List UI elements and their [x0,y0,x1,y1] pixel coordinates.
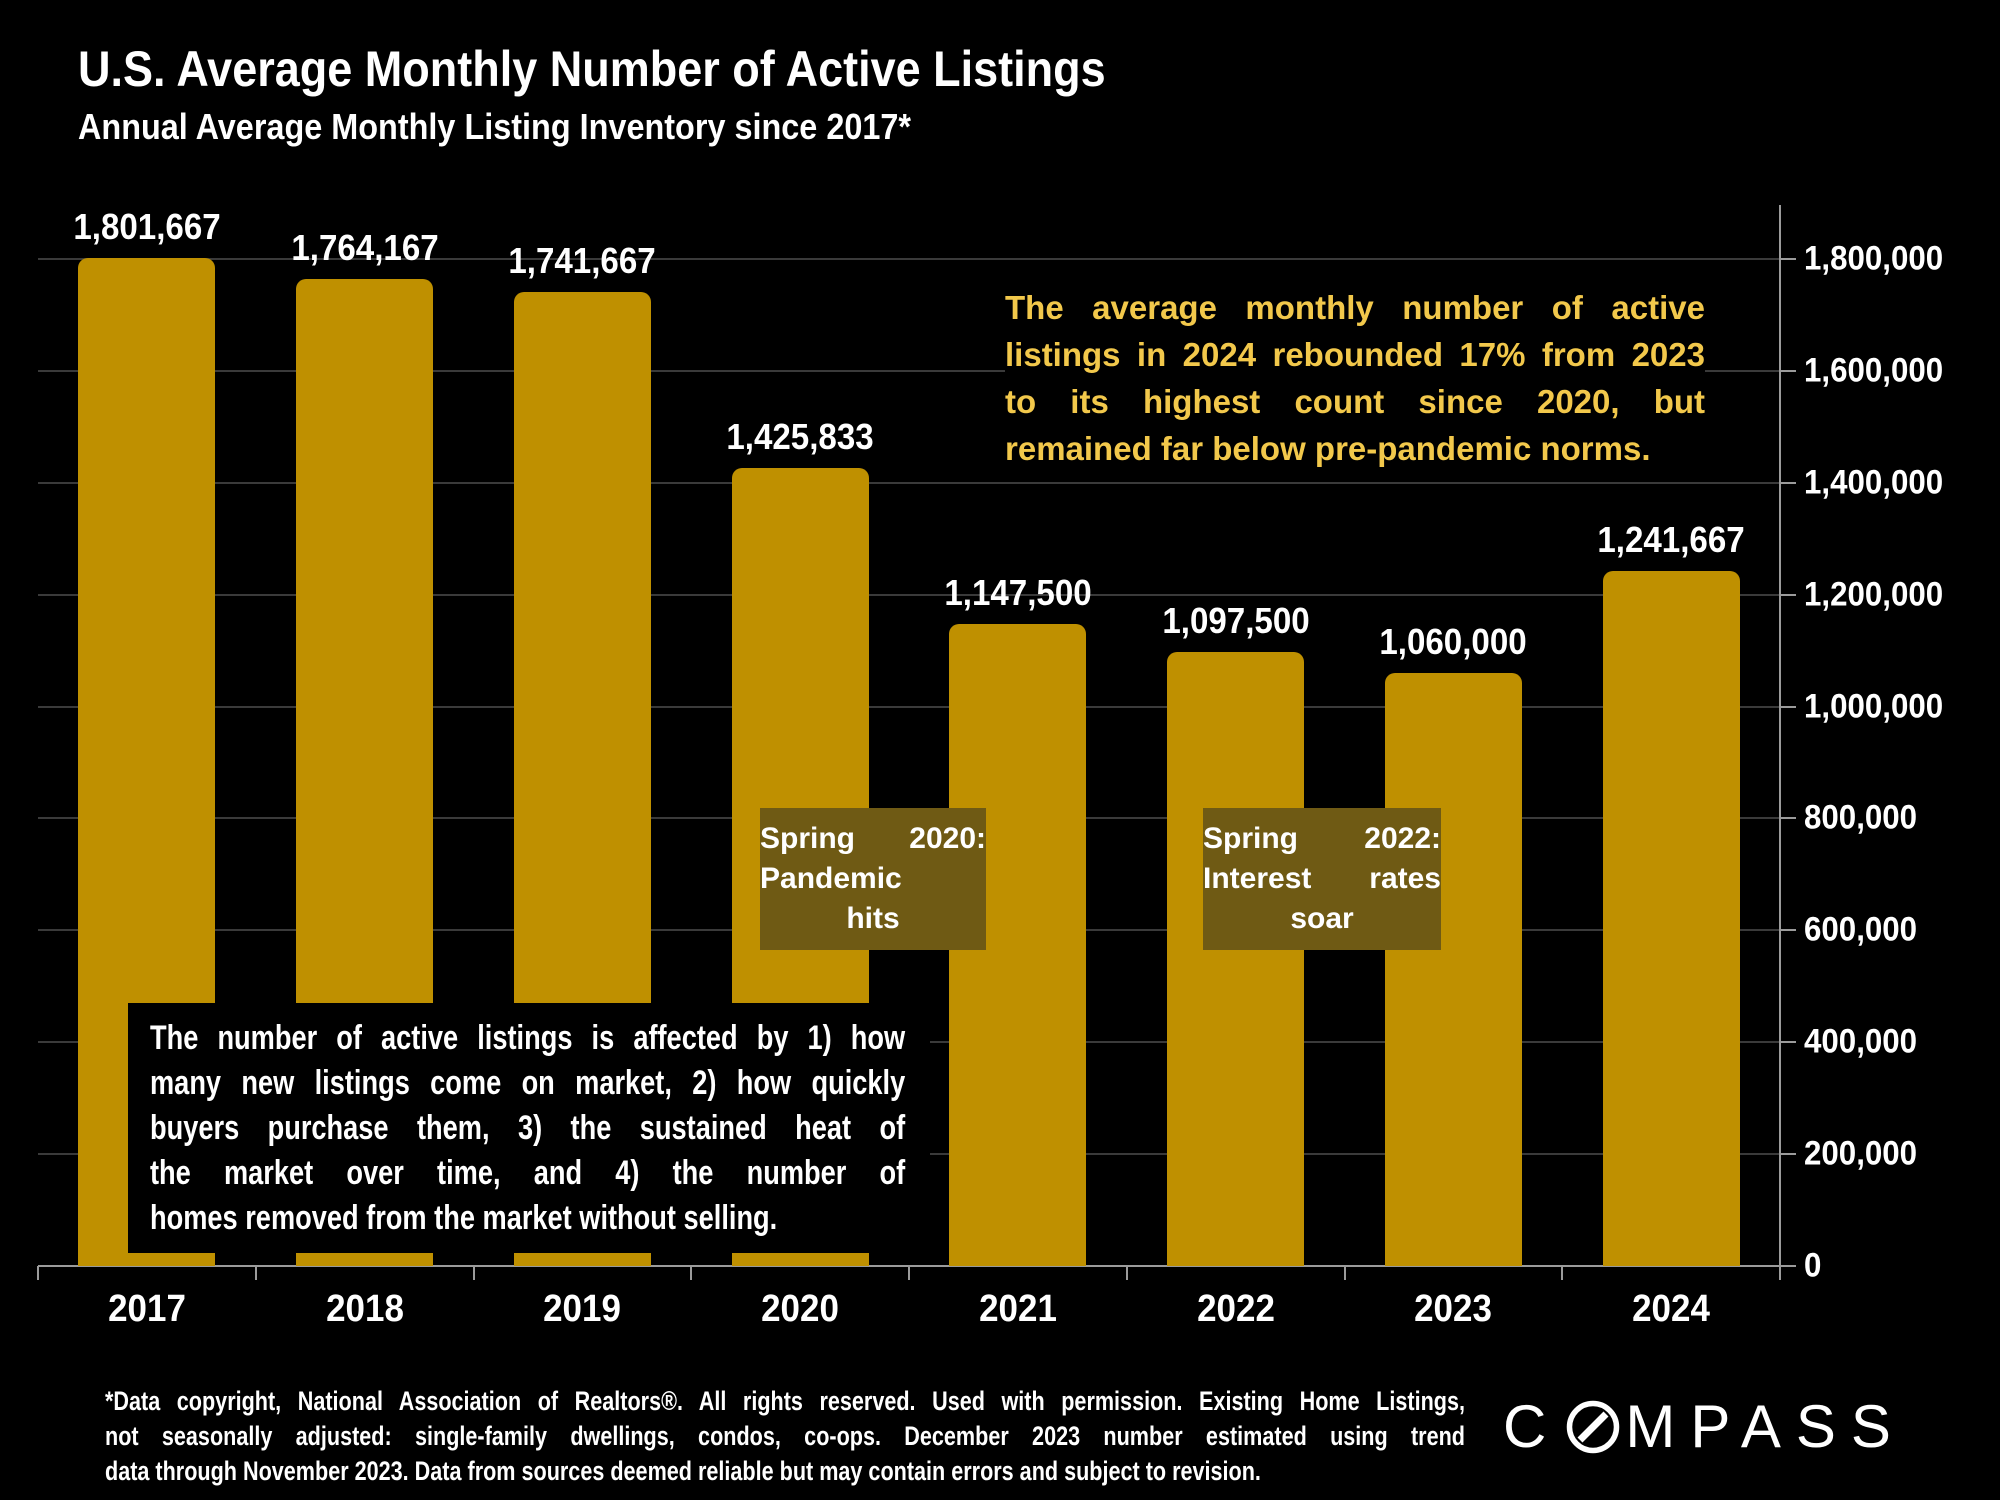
x-axis-tick [690,1266,693,1280]
gold-note-line: listings in 2024 rebounded 17% from 2023 [1005,336,1705,373]
y-axis-tick-label: 600,000 [1804,910,1918,949]
x-axis-tick [908,1266,910,1280]
annotation-spring-2020-pandemic: Spring 2020: Pandemic hits [760,808,986,950]
gold-note-line: The average monthly number of active [1005,289,1705,326]
listings-note-line: the market over time, and 4) the number … [150,1154,906,1192]
listings-note-line: The number of active listings is affecte… [150,1019,906,1057]
y-axis-tick [1780,481,1796,484]
x-axis-category-label: 2024 [1632,1288,1711,1330]
spring2022-line: Interest rates [1203,862,1441,895]
x-axis-line [38,1265,1782,1267]
bar-2022 [1167,652,1305,1266]
y-axis-tick-label: 1,400,000 [1804,463,1944,502]
y-axis-tick-label: 800,000 [1804,798,1918,837]
y-axis-tick [1780,1265,1796,1267]
y-axis-tick-label: 1,600,000 [1804,351,1944,390]
y-axis-tick [1780,929,1796,932]
gold-note-line: to its highest count since 2020, but [1005,383,1705,420]
x-axis-category-label: 2021 [978,1288,1057,1330]
x-axis-category-label: 2020 [761,1288,840,1330]
gold-highlight-note: The average monthly number of active list… [1005,284,1705,472]
annotation-spring-2022-rates: Spring 2022: Interest rates soar [1203,808,1441,950]
y-axis-tick [1780,1041,1796,1044]
x-axis-category-label: 2018 [325,1288,404,1330]
bar-value-label: 1,241,667 [1597,519,1745,561]
bar-value-label: 1,060,000 [1379,620,1528,662]
gold-note-line: remained far below pre-pandemic norms. [1005,430,1651,467]
x-axis-tick [254,1266,257,1280]
listings-note-line: homes removed from the market without se… [150,1199,778,1237]
x-axis-tick [1779,1266,1781,1280]
y-axis-tick [1780,258,1796,260]
x-axis-category-label: 2017 [107,1288,186,1330]
bar-value-label: 1,147,500 [944,572,1092,614]
listings-note-line: buyers purchase them, 3) the sustained h… [150,1109,906,1147]
compass-o-icon [1567,1400,1620,1453]
listings-explainer-note: The number of active listings is affecte… [150,1016,905,1241]
y-axis-tick [1780,705,1796,708]
bar-value-label: 1,741,667 [508,239,657,281]
y-axis-tick [1780,593,1796,596]
footer-line: *Data copyright, National Association of… [105,1386,1465,1416]
spring2020-line: Pandemic [760,862,902,895]
compass-logo: C MPASS [1503,1392,1906,1461]
x-axis-tick [1125,1266,1128,1280]
spring2022-line: Spring 2022: [1203,822,1441,855]
footer-line: data through November 2023. Data from so… [105,1456,1261,1486]
bar-2023 [1384,672,1522,1266]
y-axis-line [1779,205,1781,1267]
spring2022-line: soar [1290,902,1354,935]
x-axis-tick [1343,1266,1346,1280]
x-axis-category-label: 2022 [1196,1288,1275,1330]
bar-value-label: 1,425,833 [726,416,874,458]
listings-note-line: many new listings come on market, 2) how… [150,1064,906,1102]
gridline [38,481,1780,484]
spring2020-line: Spring 2020: [760,822,986,855]
x-axis-category-label: 2023 [1414,1288,1493,1330]
x-axis-tick [1561,1266,1564,1280]
x-axis-tick [37,1266,39,1280]
x-axis-tick [472,1266,475,1280]
listings-note-backdrop [128,1003,930,1253]
logo-letters-mpass: MPASS [1625,1393,1906,1460]
bar-value-label: 1,097,500 [1161,600,1310,641]
y-axis-tick-label: 0 [1804,1246,1822,1285]
footer-line: not seasonally adjusted: single-family d… [105,1421,1465,1451]
gridline [38,369,1780,372]
y-axis-tick [1780,369,1796,372]
data-source-disclaimer: *Data copyright, National Association of… [105,1384,1465,1489]
y-axis-tick-label: 200,000 [1804,1134,1918,1173]
spring2020-line: hits [846,902,900,935]
y-axis-tick [1780,1153,1796,1156]
y-axis-tick-label: 1,800,000 [1804,239,1944,278]
logo-letter-c: C [1503,1393,1562,1460]
gridline [38,593,1780,596]
gridline [38,258,1780,260]
page-title: U.S. Average Monthly Number of Active Li… [78,41,1106,97]
bar-2024 [1602,571,1740,1266]
y-axis-tick-label: 1,200,000 [1804,575,1944,614]
page-subtitle: Annual Average Monthly Listing Inventory… [78,106,912,147]
bar-value-label: 1,764,167 [290,227,439,269]
y-axis-tick-label: 400,000 [1804,1022,1918,1061]
gridline [38,705,1780,708]
y-axis-tick [1780,817,1796,820]
y-axis-tick-label: 1,000,000 [1804,687,1944,726]
x-axis-category-label: 2019 [543,1288,622,1330]
bar-value-label: 1,801,667 [73,206,221,248]
